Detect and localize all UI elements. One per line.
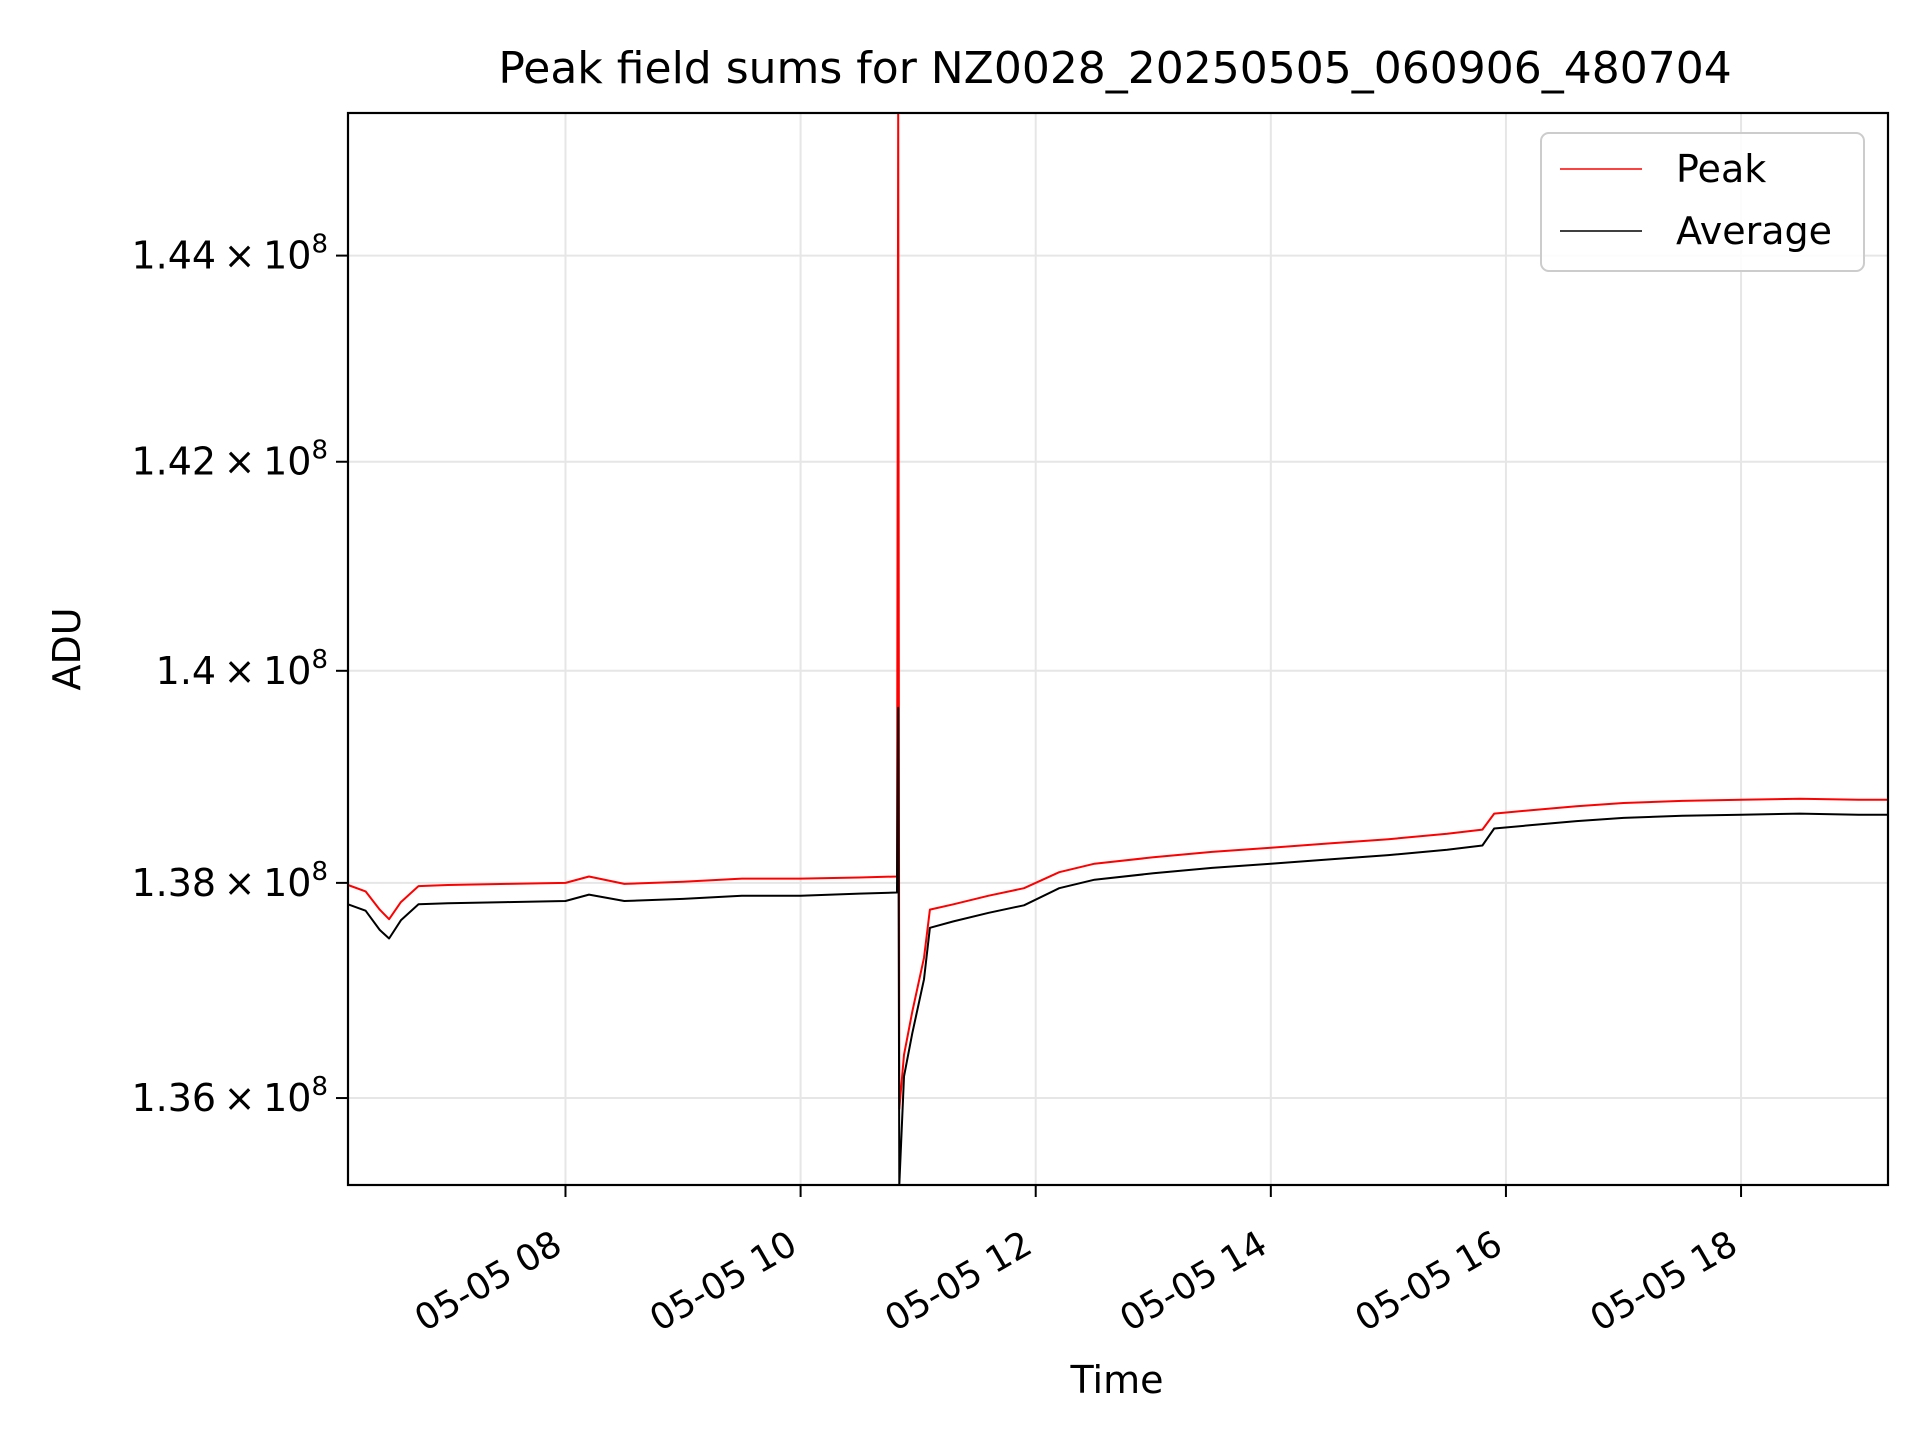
series-layer <box>347 112 1888 1186</box>
y-axis: 1.36 × 108 1.38 × 108 1.4 × 108 1.42 × 108 1… <box>131 230 348 1120</box>
plot-area-frame <box>346 111 1890 1187</box>
y-tick-label: 1.44 × 108 <box>131 230 328 278</box>
y-tick-label: 1.42 × 108 <box>131 436 328 484</box>
chart-title: Peak field sums for NZ0028_20250505_0609… <box>498 43 1731 94</box>
series-line-average <box>347 706 1888 1186</box>
legend-box <box>1540 132 1865 272</box>
legend-label-peak: Peak <box>1676 147 1766 191</box>
y-tick-label: 1.4 × 108 <box>156 645 328 693</box>
series-line-peak <box>347 112 1888 1110</box>
legend: Peak Average <box>1540 132 1865 272</box>
y-tick-label: 1.38 × 108 <box>131 857 328 905</box>
x-axis-label: Time <box>1070 1358 1164 1402</box>
y-tick-label: 1.36 × 108 <box>131 1072 328 1120</box>
legend-label-average: Average <box>1676 209 1832 253</box>
y-axis-label: ADU <box>45 607 89 690</box>
